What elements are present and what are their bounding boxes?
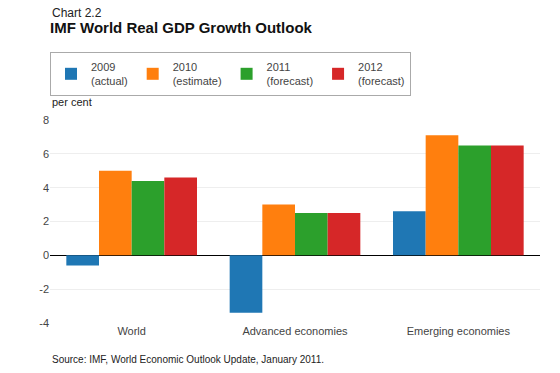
svg-text:8: 8	[43, 114, 49, 126]
svg-text:Source: IMF, World Economic Ou: Source: IMF, World Economic Outlook Upda…	[52, 354, 324, 365]
svg-text:per cent: per cent	[52, 96, 92, 108]
svg-text:Advanced economies: Advanced economies	[242, 325, 348, 337]
svg-text:IMF World Real GDP Growth Outl: IMF World Real GDP Growth Outlook	[50, 19, 313, 36]
svg-text:2011(forecast): 2011(forecast)	[267, 61, 313, 87]
svg-text:0: 0	[43, 249, 49, 261]
svg-text:World: World	[117, 325, 146, 337]
svg-text:2012(forecast): 2012(forecast)	[358, 61, 404, 87]
svg-text:6: 6	[43, 148, 49, 160]
svg-text:-2: -2	[39, 283, 49, 295]
svg-text:2009(actual): 2009(actual)	[91, 61, 128, 87]
svg-text:4: 4	[43, 182, 49, 194]
svg-text:2: 2	[43, 215, 49, 227]
svg-text:Chart 2.2: Chart 2.2	[52, 6, 102, 20]
svg-text:Emerging economies: Emerging economies	[407, 325, 511, 337]
svg-text:2010(estimate): 2010(estimate)	[173, 61, 222, 87]
svg-text:-4: -4	[39, 317, 49, 329]
